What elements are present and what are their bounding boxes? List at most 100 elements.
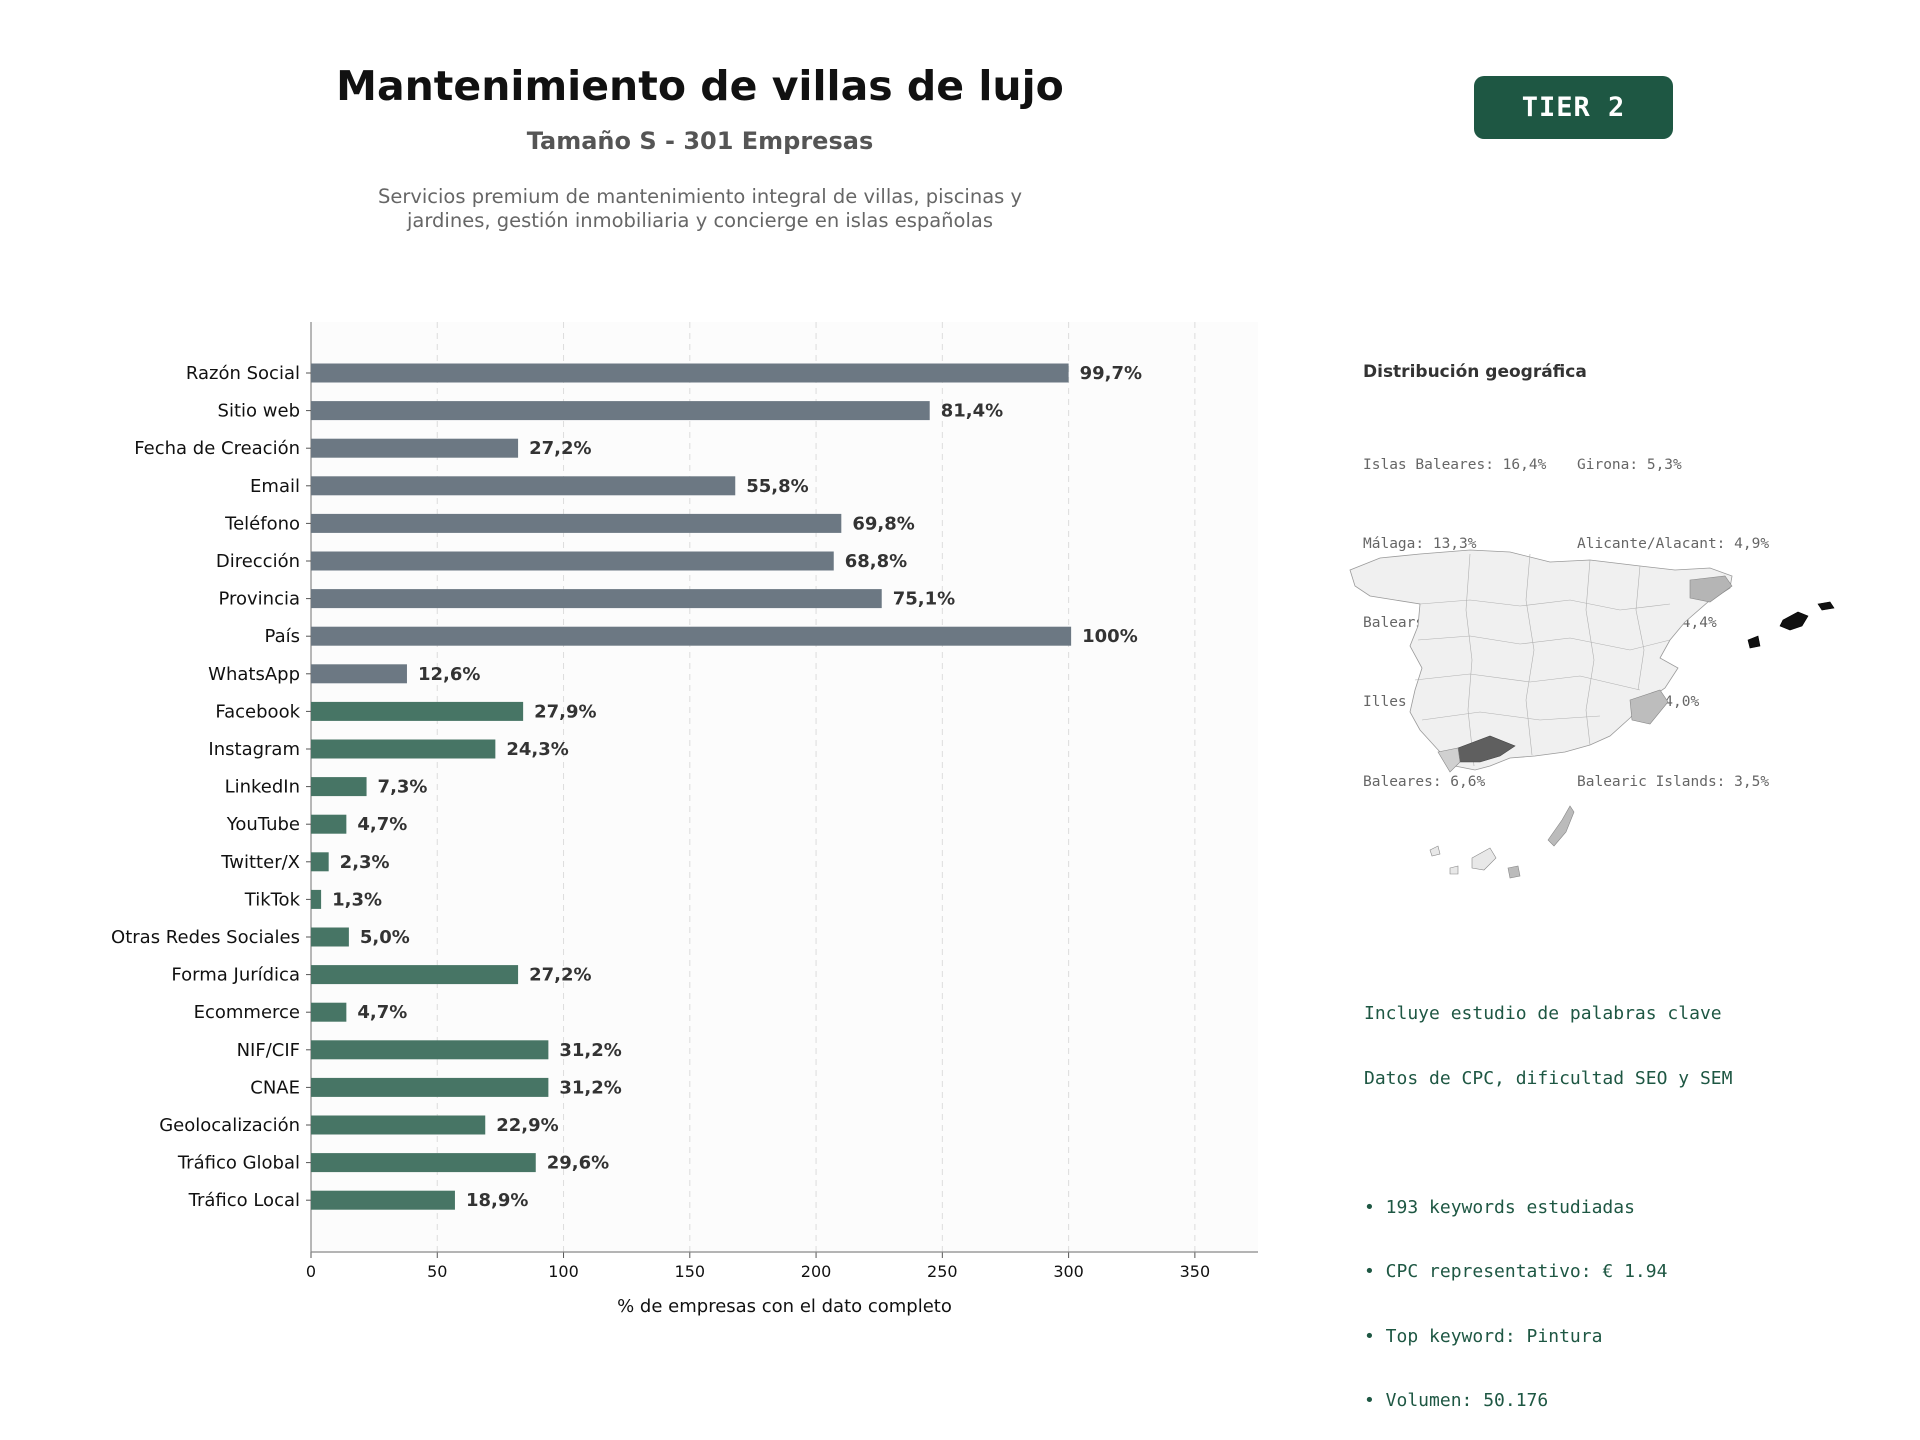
y-tick-label: Teléfono [224,513,300,534]
bar [311,889,322,909]
y-tick-label: Email [250,476,300,497]
map-canarias [1429,805,1575,879]
map-mainland [1349,549,1733,771]
plot-area [311,322,1258,1252]
bar [311,438,519,458]
y-tick-label: Razón Social [186,363,300,384]
x-tick-label: 350 [1180,1262,1211,1281]
bar [311,1040,549,1060]
map-cadiz [1437,747,1461,773]
bar [311,852,329,872]
bar-data-label: 27,9% [534,701,596,722]
description-line-1: Servicios premium de mantenimiento integ… [377,185,1023,208]
x-tick-label: 150 [675,1262,706,1281]
y-tick-label: Tráfico Local [188,1190,300,1211]
bar-data-label: 31,2% [559,1040,621,1061]
y-tick-label: Instagram [208,739,300,760]
bar [311,476,736,496]
bar-data-label: 75,1% [893,589,955,610]
bar [311,1077,549,1097]
bar-data-label: 68,8% [845,551,907,572]
bar [311,551,834,571]
bar-data-label: 55,8% [746,476,808,497]
x-tick-label: 0 [306,1262,316,1281]
spain-map [1349,549,1835,879]
y-tick-label: Twitter/X [220,852,300,873]
y-tick-label: LinkedIn [225,777,300,798]
bar-data-label: 22,9% [496,1115,558,1136]
x-tick-label: 50 [427,1262,447,1281]
bar-data-label: 12,6% [418,664,480,685]
page-description: Servicios premium de mantenimiento integ… [330,185,1070,233]
bar [311,927,349,947]
bar [311,777,367,797]
bar [311,1115,486,1135]
keyword-study-panel: Incluye estudio de palabras clave Datos … [1364,960,1732,1433]
bar [311,965,519,985]
bar [311,1002,347,1022]
page-title: Mantenimiento de villas de lujo [336,62,1064,110]
y-tick-label: Fecha de Creación [134,438,300,459]
x-axis-label: % de empresas con el dato completo [617,1296,952,1317]
keyword-bullet: • CPC representativo: € 1.94 [1364,1261,1668,1282]
y-tick-label: País [265,626,300,647]
bar-data-label: 24,3% [506,739,568,760]
y-tick-label: Forma Jurídica [171,965,300,986]
y-tick-label: TikTok [244,889,301,910]
y-tick-label: Sitio web [218,401,300,422]
bar [311,626,1072,646]
y-tick-label: Otras Redes Sociales [111,927,300,948]
bar [311,701,524,721]
keyword-bullet: • Top keyword: Pintura [1364,1325,1603,1347]
description-line-2: jardines, gestión inmobiliaria y concier… [407,209,993,232]
map-mallorca [1779,611,1809,631]
bar-data-label: 2,3% [340,852,390,873]
geo-item: Girona: 5,3% [1577,456,1682,473]
x-tick-label: 250 [927,1262,958,1281]
x-tick-label: 100 [548,1262,579,1281]
map-ibiza [1747,635,1761,649]
bar-data-label: 4,7% [357,814,407,835]
bar-data-label: 29,6% [547,1153,609,1174]
bar [311,1190,455,1210]
bar [311,363,1069,383]
bar-data-label: 31,2% [559,1077,621,1098]
tier-badge: TIER 2 [1474,76,1673,139]
bar-data-label: 18,9% [466,1190,528,1211]
y-tick-label: Facebook [215,701,300,722]
bar-data-label: 81,4% [941,401,1003,422]
bar [311,1153,536,1173]
geo-distribution-title: Distribución geográfica [1363,362,1587,382]
bar-data-label: 99,7% [1080,363,1142,384]
y-tick-label: Ecommerce [194,1002,300,1023]
bar-data-label: 69,8% [852,513,914,534]
bar-data-label: 7,3% [378,777,428,798]
y-tick-label: WhatsApp [208,664,300,685]
geo-item: Islas Baleares: 16,4% [1363,456,1547,473]
bar-data-label: 27,2% [529,965,591,986]
x-tick-label: 200 [801,1262,832,1281]
bar-data-label: 4,7% [357,1002,407,1023]
bar-data-label: 27,2% [529,438,591,459]
map-menorca [1817,601,1835,611]
bar [311,513,842,533]
bar [311,589,882,609]
bar [311,814,347,834]
bar [311,664,407,684]
bar-data-label: 1,3% [332,889,382,910]
geo-item: Balearic Islands: 3,5% [1577,773,1770,790]
map-girona [1689,575,1733,603]
y-tick-label: Dirección [216,551,300,572]
y-tick-label: Provincia [218,589,300,610]
y-tick-label: Tráfico Global [177,1153,300,1174]
map-alicante [1629,689,1669,725]
bar-data-label: 5,0% [360,927,410,948]
y-tick-label: NIF/CIF [237,1040,300,1061]
keyword-bullet: • Volumen: 50.176 [1364,1390,1549,1411]
keyword-bullet: • 193 keywords estudiadas [1364,1196,1635,1218]
x-tick-label: 300 [1053,1262,1084,1281]
y-tick-label: YouTube [226,814,300,835]
geo-item: Baleares: 6,6% [1363,773,1486,790]
bar [311,739,496,759]
bar [311,401,930,421]
